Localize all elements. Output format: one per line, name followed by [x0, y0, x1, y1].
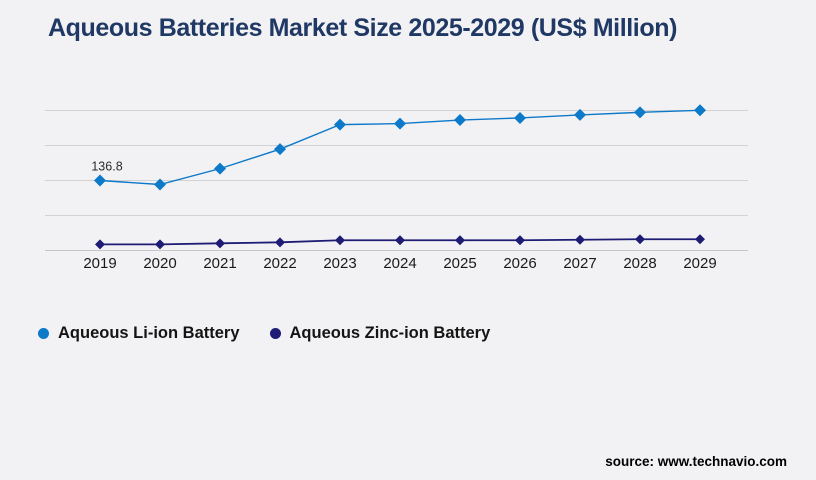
x-axis-tick-label: 2024: [383, 255, 416, 272]
data-point-marker-icon: [514, 111, 526, 124]
x-axis-tick-label: 2028: [623, 255, 656, 272]
legend-item-label: Aqueous Li-ion Battery: [58, 324, 240, 342]
x-axis-tick-label: 2022: [263, 255, 296, 272]
legend-item-label: Aqueous Zinc-ion Battery: [289, 324, 491, 342]
data-point-marker-icon: [215, 238, 225, 249]
data-point-value-label: 136.8: [91, 160, 122, 174]
chart-legend: Aqueous Li-ion Battery Aqueous Zinc-ion …: [38, 324, 490, 343]
x-axis-tick-label: 2025: [443, 255, 476, 272]
li-ion-legend-dot-icon: [38, 328, 49, 339]
data-point-marker-icon: [94, 174, 106, 187]
x-axis-tick-label: 2021: [203, 255, 236, 272]
x-axis-tick-label: 2029: [683, 255, 716, 272]
data-point-marker-icon: [214, 162, 226, 175]
data-point-marker-icon: [335, 235, 345, 246]
x-axis-tick-label: 2023: [323, 255, 356, 272]
source-attribution: source: www.technavio.com: [605, 454, 787, 469]
data-point-marker-icon: [275, 237, 285, 248]
data-point-marker-icon: [95, 239, 105, 250]
x-axis-tick-label: 2020: [143, 255, 176, 272]
data-point-marker-icon: [395, 235, 405, 246]
data-point-marker-icon: [574, 108, 586, 121]
data-point-marker-icon: [694, 104, 706, 117]
data-point-marker-icon: [274, 143, 286, 156]
data-point-marker-icon: [155, 239, 165, 250]
data-point-marker-icon: [394, 117, 406, 130]
chart-title: Aqueous Batteries Market Size 2025-2029 …: [48, 14, 678, 42]
x-axis-tick-label: 2026: [503, 255, 536, 272]
data-point-marker-icon: [454, 114, 466, 127]
data-point-marker-icon: [635, 234, 645, 245]
x-axis-tick-label: 2027: [563, 255, 596, 272]
data-point-marker-icon: [334, 118, 346, 131]
legend-item-li-ion: Aqueous Li-ion Battery: [38, 324, 240, 343]
data-point-marker-icon: [154, 178, 166, 191]
data-point-marker-icon: [634, 106, 646, 119]
zinc-ion-legend-dot-icon: [269, 328, 281, 339]
x-axis-tick-label: 2019: [83, 255, 116, 272]
legend-item-zinc-ion: Aqueous Zinc-ion Battery: [269, 324, 491, 343]
data-point-marker-icon: [695, 234, 705, 245]
data-point-marker-icon: [515, 235, 525, 246]
data-point-marker-icon: [455, 235, 465, 246]
data-point-marker-icon: [575, 234, 585, 245]
